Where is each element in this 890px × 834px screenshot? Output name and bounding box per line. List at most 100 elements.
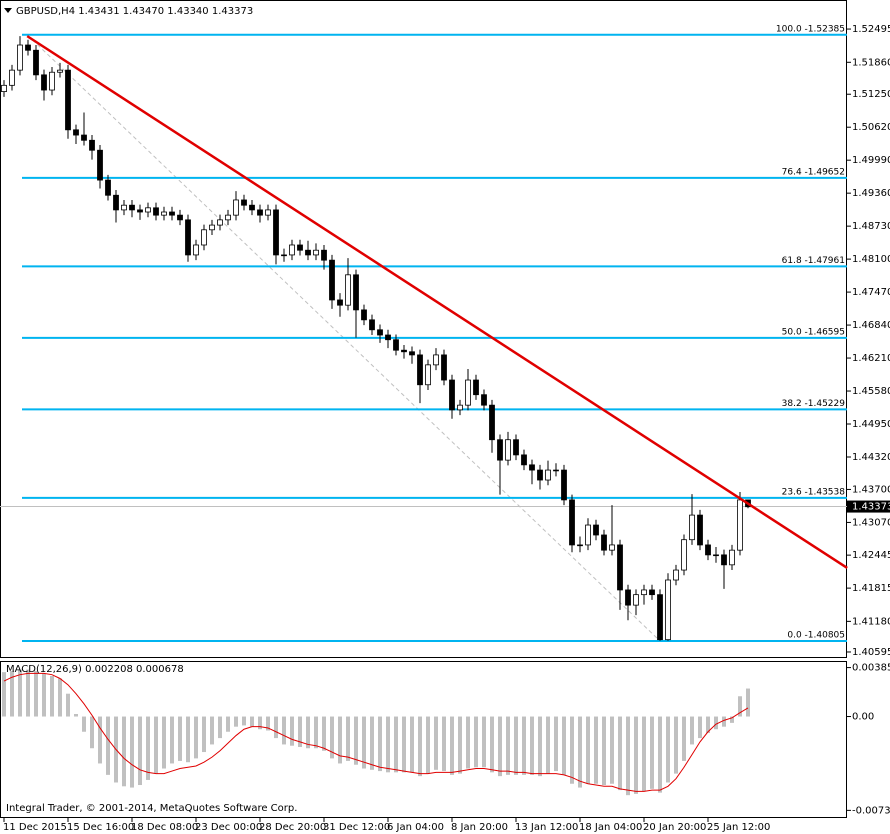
y-tick-label: 1.41180 xyxy=(852,616,890,627)
candle-body xyxy=(113,194,119,211)
macd-bar xyxy=(178,716,182,761)
macd-bar xyxy=(306,716,310,749)
macd-bar xyxy=(586,716,590,784)
candle-body xyxy=(345,274,351,306)
macd-bar xyxy=(282,716,286,745)
candle-body xyxy=(449,379,455,411)
candle-body xyxy=(489,404,495,441)
macd-bar xyxy=(210,716,214,745)
candle-body xyxy=(217,219,223,226)
candle-body xyxy=(609,544,615,551)
candle-body xyxy=(321,249,327,261)
candle-body xyxy=(601,534,607,551)
y-tick-label: 1.46840 xyxy=(852,320,890,331)
macd-bar xyxy=(66,693,70,717)
candle-body xyxy=(553,469,559,472)
candle-body xyxy=(49,71,55,91)
candle-body xyxy=(41,74,47,91)
candle-body xyxy=(249,204,255,211)
candle-body xyxy=(9,69,15,86)
y-tick-label: 1.43070 xyxy=(852,517,890,528)
macd-bar xyxy=(82,716,86,732)
candle-body xyxy=(505,439,511,461)
macd-bar xyxy=(370,716,374,770)
candle-body xyxy=(593,524,599,536)
candle-body xyxy=(681,539,687,571)
macd-bar xyxy=(146,716,150,780)
candle-body xyxy=(457,404,463,411)
candle-body xyxy=(561,469,567,501)
macd-bar xyxy=(26,669,30,717)
y-tick-label: 1.49360 xyxy=(852,188,890,199)
candle-body xyxy=(305,249,311,256)
candle-body xyxy=(393,339,399,351)
footer: Integral Trader, © 2001-2014, MetaQuotes… xyxy=(6,803,297,814)
macd-bar xyxy=(250,716,254,727)
candle-body xyxy=(17,44,23,71)
macd-bar xyxy=(322,716,326,751)
candle-body xyxy=(129,204,135,211)
macd-bar xyxy=(226,716,230,732)
x-tick-label: 15 Dec 16:00 xyxy=(67,822,134,833)
candle-body xyxy=(137,209,143,213)
macd-bar xyxy=(706,716,710,734)
candle-body xyxy=(633,594,639,606)
candle-body xyxy=(465,379,471,406)
macd-bar xyxy=(258,716,262,730)
macd-bar xyxy=(170,716,174,764)
candle-body xyxy=(417,354,423,386)
candle-body xyxy=(105,179,111,196)
macd-bar xyxy=(274,716,278,739)
macd-bar xyxy=(522,716,526,775)
macd-bar xyxy=(482,716,486,768)
candle-body xyxy=(537,469,543,481)
candle-body xyxy=(353,274,359,311)
macd-bar xyxy=(362,716,366,769)
y-tick-label: 1.49990 xyxy=(852,155,890,166)
candle-body xyxy=(441,354,447,381)
candle-body xyxy=(433,354,439,366)
candle-body xyxy=(689,514,695,541)
macd-bar xyxy=(98,716,102,764)
candle-body xyxy=(585,524,591,546)
macd-bar xyxy=(538,716,542,777)
y-tick-label: 1.48100 xyxy=(852,254,890,265)
candle-body xyxy=(73,129,79,136)
fib-diagonal xyxy=(26,34,661,642)
candle-body xyxy=(473,379,479,396)
signal-line xyxy=(3,672,749,792)
macd-bar xyxy=(498,716,502,777)
candle-body xyxy=(337,299,343,306)
candle-body xyxy=(377,329,383,336)
macd-bar xyxy=(50,675,54,717)
macd-bar xyxy=(690,716,694,745)
macd-bar xyxy=(746,688,750,717)
fib-label: 0.0 -1.40805 xyxy=(787,630,845,640)
current-price-box xyxy=(847,500,890,513)
x-tick-label: 20 Jan 20:00 xyxy=(643,822,706,833)
candle-body xyxy=(737,499,743,551)
y-tick-label: 1.44320 xyxy=(852,452,890,463)
macd-bar xyxy=(130,716,134,788)
macd-bar xyxy=(650,716,654,789)
macd-bar xyxy=(18,669,22,717)
candle-body xyxy=(177,214,183,221)
y-tick-label: 1.41815 xyxy=(852,583,890,594)
macd-bar xyxy=(314,716,318,749)
candle-body xyxy=(329,259,335,301)
macd-bar xyxy=(610,716,614,784)
macd-bar xyxy=(34,670,38,717)
candle-body xyxy=(185,219,191,256)
candle-body xyxy=(241,199,247,206)
macd-bar xyxy=(474,716,478,768)
macd-bar xyxy=(594,716,598,784)
menu-icon[interactable] xyxy=(4,8,12,13)
candle-body xyxy=(513,439,519,456)
candle-body xyxy=(641,589,647,596)
macd-bar xyxy=(698,716,702,739)
macd-bar xyxy=(338,716,342,764)
x-tick-label: 31 Dec 12:00 xyxy=(323,822,390,833)
candle-body xyxy=(201,229,207,246)
